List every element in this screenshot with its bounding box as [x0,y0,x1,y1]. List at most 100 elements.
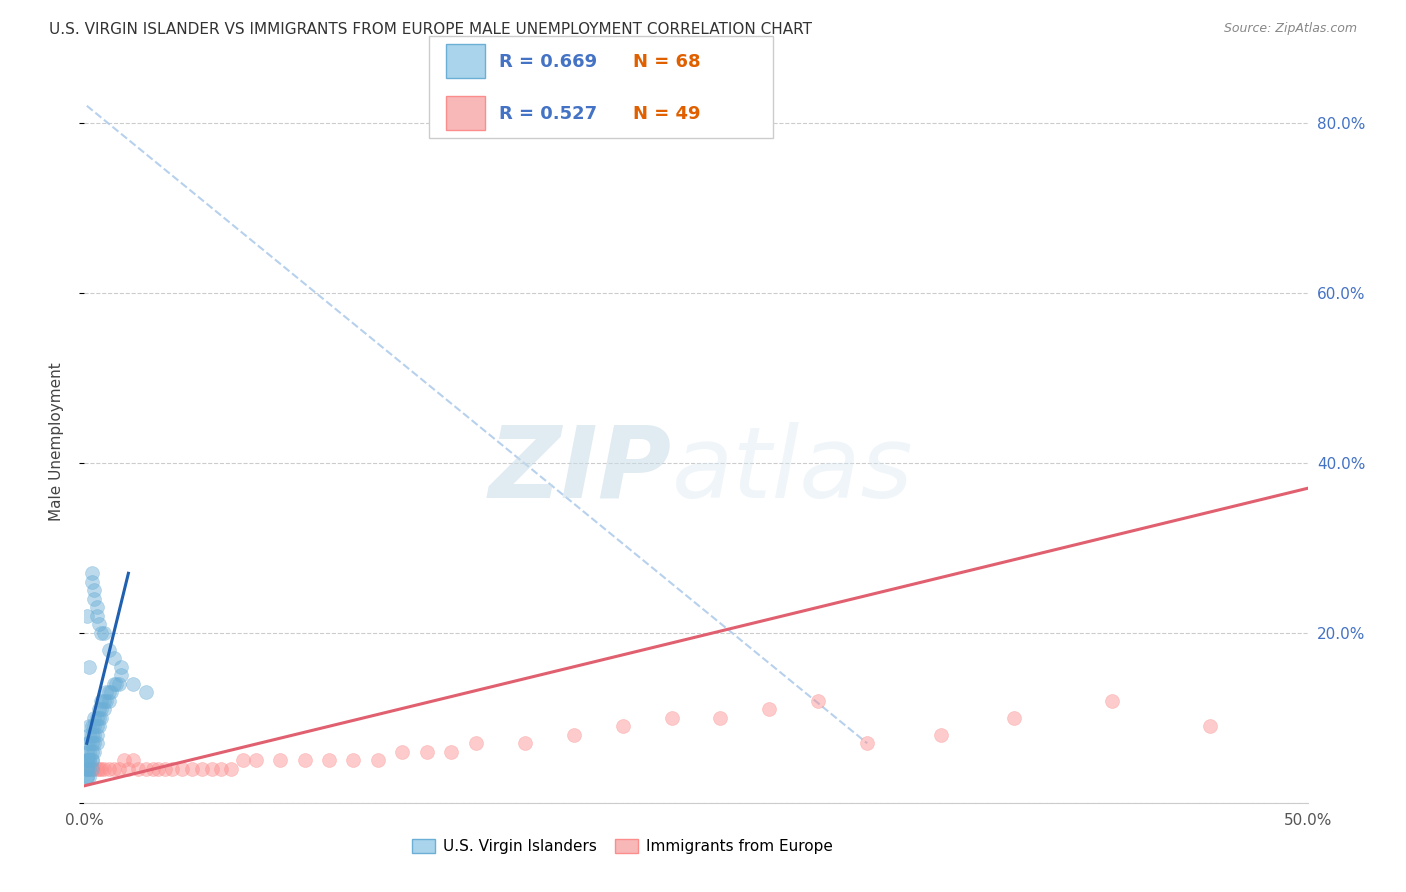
Point [135,685,157,699]
Point [80,762,103,776]
Y-axis label: Male Unemployment: Male Unemployment [49,362,63,521]
Text: ZIP: ZIP [488,422,672,519]
Point [77,736,100,750]
Point [929,728,952,742]
Point [76,753,98,767]
Text: U.S. VIRGIN ISLANDER VS IMMIGRANTS FROM EUROPE MALE UNEMPLOYMENT CORRELATION CHA: U.S. VIRGIN ISLANDER VS IMMIGRANTS FROM … [49,22,813,37]
Point [77,762,100,776]
Point [76,770,98,784]
Point [77,753,100,767]
Point [342,753,364,767]
Point [612,719,634,733]
Text: N = 49: N = 49 [633,104,700,122]
Point [96,694,118,708]
Point [83,745,105,759]
Point [1002,711,1025,725]
Point [76,736,98,750]
Point [76,753,98,767]
Point [90,694,112,708]
Point [513,736,536,750]
Point [1101,694,1123,708]
Legend: U.S. Virgin Islanders, Immigrants from Europe: U.S. Virgin Islanders, Immigrants from E… [406,833,839,860]
Point [93,625,115,640]
Point [86,711,108,725]
Point [107,677,129,691]
Point [162,762,184,776]
Point [464,736,486,750]
Point [77,753,100,767]
Point [127,762,149,776]
Point [146,762,169,776]
Point [110,660,132,674]
Point [77,660,100,674]
Point [77,762,100,776]
Point [269,753,291,767]
Point [86,736,108,750]
Point [80,728,103,742]
Point [76,753,98,767]
Point [80,566,103,581]
Point [86,728,108,742]
Point [153,762,176,776]
Point [87,617,110,632]
Point [90,625,112,640]
Point [76,762,98,776]
Point [86,762,108,776]
Point [77,770,100,784]
Point [709,711,731,725]
Point [76,762,98,776]
Point [103,677,125,691]
Point [103,762,125,776]
Point [391,745,413,759]
Point [76,762,98,776]
Point [97,642,120,657]
Point [86,600,108,615]
Point [87,762,110,776]
Point [245,753,267,767]
Point [83,719,105,733]
Point [83,762,105,776]
Point [318,753,340,767]
Point [117,762,139,776]
Point [80,736,103,750]
Point [122,753,145,767]
Point [83,583,105,598]
Point [107,762,129,776]
Text: N = 68: N = 68 [633,54,700,71]
Point [77,719,100,733]
Point [110,668,132,682]
Point [93,762,115,776]
Point [440,745,463,759]
Point [83,736,105,750]
Point [105,677,128,691]
Point [367,753,389,767]
Point [76,608,98,623]
Point [86,719,108,733]
Point [122,677,145,691]
Point [219,762,242,776]
Point [97,694,120,708]
Point [77,728,100,742]
Point [80,762,103,776]
Point [93,702,115,716]
Text: Source: ZipAtlas.com: Source: ZipAtlas.com [1223,22,1357,36]
Point [80,745,103,759]
Text: atlas: atlas [672,422,912,519]
Point [80,719,103,733]
Point [90,762,112,776]
Point [83,728,105,742]
Point [76,745,98,759]
Point [112,753,135,767]
Point [181,762,204,776]
Point [103,651,125,665]
Point [86,608,108,623]
Point [416,745,439,759]
Point [200,762,222,776]
Text: R = 0.527: R = 0.527 [499,104,598,122]
Point [76,770,98,784]
Point [80,753,103,767]
Point [191,762,214,776]
Point [76,762,98,776]
Point [661,711,683,725]
Point [562,728,585,742]
